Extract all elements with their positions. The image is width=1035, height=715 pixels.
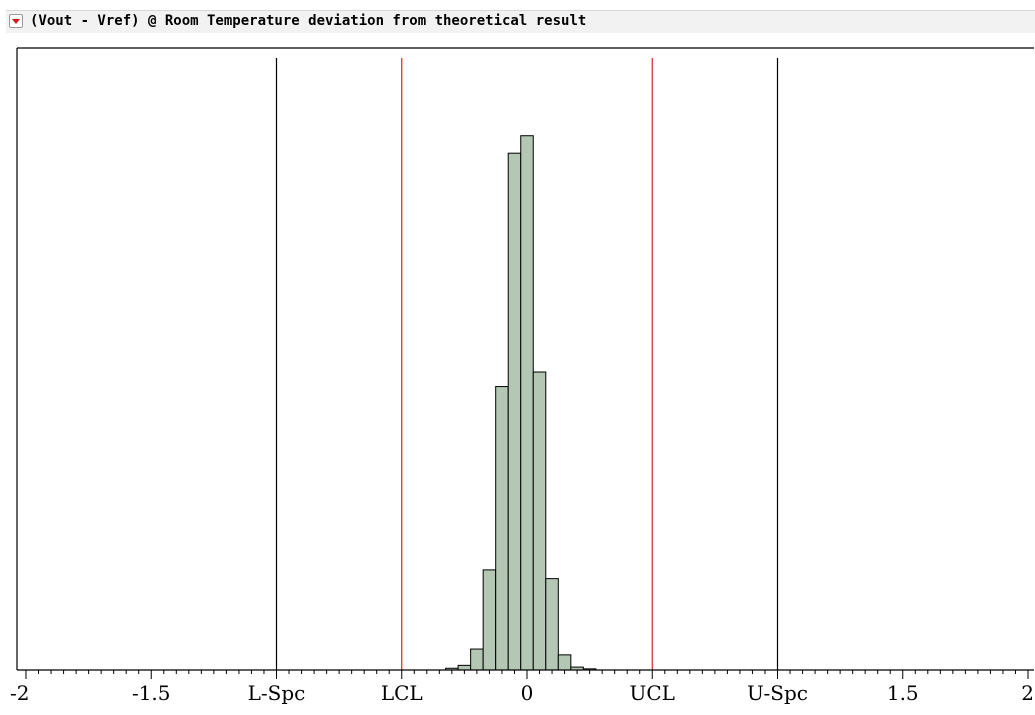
chart-header-bar: (Vout - Vref) @ Room Temperature deviati… xyxy=(6,10,1035,33)
histogram-bar xyxy=(520,135,534,671)
histogram-chart: -2 -1.5 L-Spc LCL 0 UCL U-Spc 1.5 2 xyxy=(10,47,1034,705)
x-tick-label: 1.5 xyxy=(887,681,919,705)
chart-header: (Vout - Vref) @ Room Temperature deviati… xyxy=(0,0,1035,40)
histogram-bar xyxy=(495,386,509,671)
x-tick-labels: -2 -1.5 L-Spc LCL 0 UCL U-Spc 1.5 2 xyxy=(10,681,1034,705)
histogram-bars xyxy=(445,135,597,671)
plot-frame xyxy=(16,47,1034,670)
chart-title: (Vout - Vref) @ Room Temperature deviati… xyxy=(30,13,587,29)
histogram-bar xyxy=(557,654,572,671)
histogram-bar xyxy=(482,569,497,671)
histogram-bar xyxy=(532,371,547,671)
x-tick-label: -2 xyxy=(10,681,29,705)
histogram-bar xyxy=(507,152,522,671)
x-tick-label: 0 xyxy=(521,681,534,705)
x-tick-label: 2 xyxy=(1021,681,1034,705)
histogram-bar xyxy=(470,648,484,671)
x-tick-label: U-Spc xyxy=(747,681,808,705)
reference-lines xyxy=(275,58,779,670)
x-tick-label: UCL xyxy=(630,681,675,705)
histogram-bar xyxy=(545,578,559,671)
x-tick-label: -1.5 xyxy=(132,681,171,705)
histogram-bar xyxy=(457,664,472,671)
disclosure-triangle-icon[interactable] xyxy=(9,14,23,28)
x-tick-label: L-Spc xyxy=(248,681,306,705)
x-axis xyxy=(17,669,1034,679)
x-tick-label: LCL xyxy=(381,681,423,705)
